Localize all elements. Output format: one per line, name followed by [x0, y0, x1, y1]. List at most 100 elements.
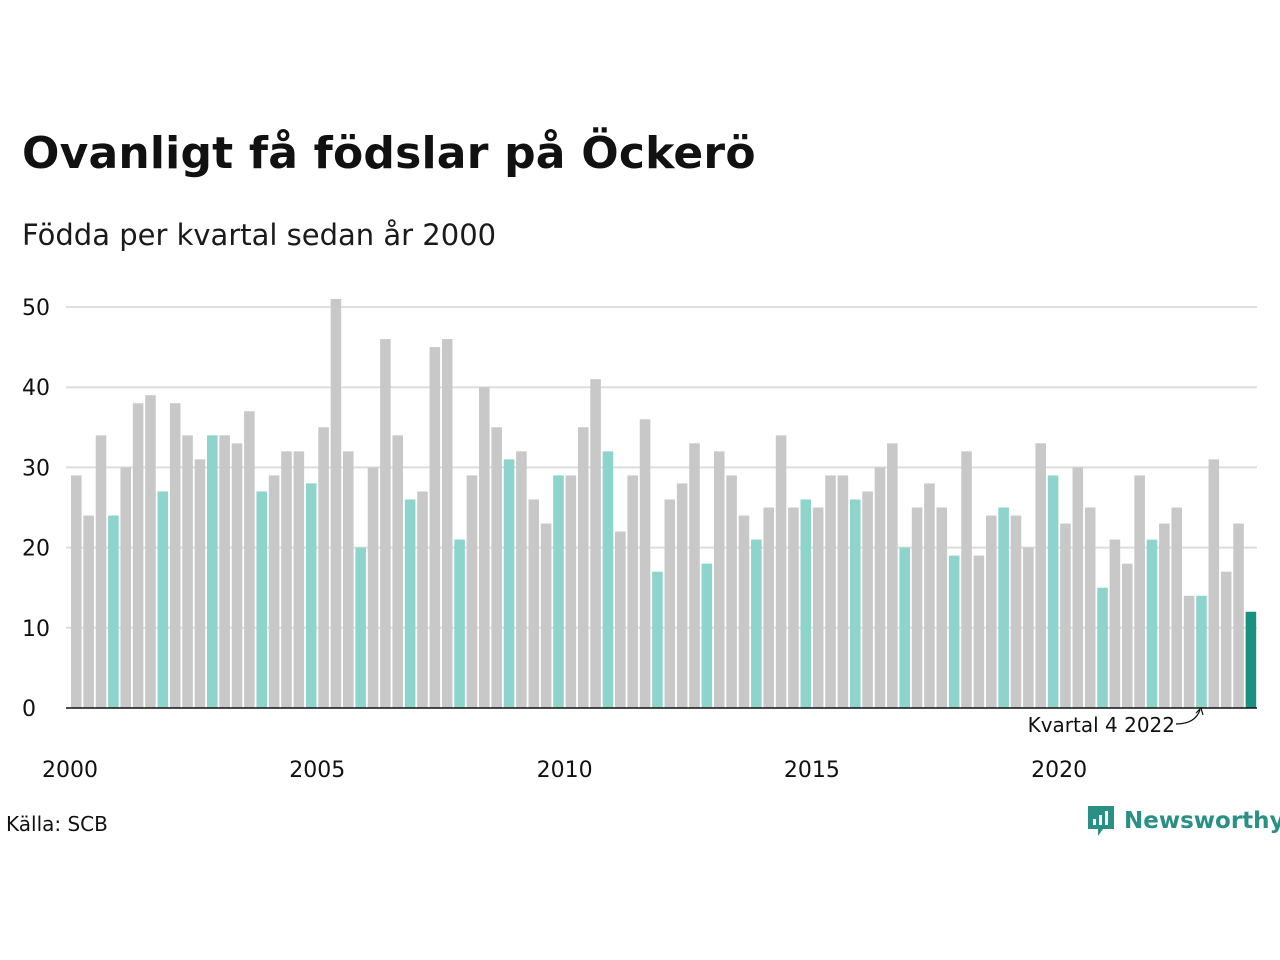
bar: [429, 347, 441, 708]
bar: [318, 427, 329, 708]
x-tick-label: 2020: [1031, 758, 1087, 783]
bar: [293, 451, 305, 708]
bar: [491, 427, 502, 708]
bar: [392, 435, 404, 708]
bar: [1072, 467, 1084, 708]
bar: [503, 459, 515, 708]
bar: [652, 571, 663, 708]
y-tick-label: 30: [22, 456, 50, 481]
bar: [355, 547, 366, 708]
bar: [182, 435, 193, 708]
bar: [1109, 539, 1121, 708]
bar: [1134, 475, 1145, 708]
bar: [602, 451, 614, 708]
bar: [751, 539, 762, 708]
bar: [1220, 571, 1232, 708]
y-tick-label: 0: [22, 697, 36, 722]
bar: [911, 507, 923, 708]
bar: [367, 467, 379, 708]
bar: [553, 475, 564, 708]
y-axis-labels: 0 10 20 30 40 50: [22, 296, 50, 722]
bar: [664, 499, 676, 708]
bar: [1035, 443, 1046, 708]
bar: [157, 491, 169, 708]
bar: [1010, 515, 1022, 708]
bar: [676, 483, 688, 708]
y-tick-label: 50: [22, 296, 50, 321]
bar: [169, 403, 181, 708]
bar: [132, 403, 144, 708]
brand-name: Newsworthy: [1124, 808, 1280, 834]
chart-subtitle: Födda per kvartal sedan år 2000: [22, 218, 497, 252]
bar: [305, 483, 317, 708]
bar: [231, 443, 243, 708]
annotation-label: Kvartal 4 2022: [1028, 713, 1175, 737]
bar: [924, 483, 935, 708]
bar: [145, 395, 156, 708]
bar: [936, 507, 948, 708]
bar: [343, 451, 354, 708]
bar: [1060, 523, 1071, 708]
y-tick-label: 20: [22, 537, 50, 562]
annotation-arrowhead: [1195, 706, 1204, 716]
bar: [874, 467, 886, 708]
bar: [961, 451, 972, 708]
bar: [565, 475, 577, 708]
bar: [639, 419, 651, 708]
bar: [713, 451, 725, 708]
bar: [887, 443, 898, 708]
bar: [985, 515, 997, 708]
brand-logo: Newsworthy: [1086, 804, 1280, 838]
source-note: Källa: SCB: [6, 812, 108, 836]
newsworthy-logo-icon: [1088, 806, 1114, 836]
bar: [1196, 595, 1207, 708]
x-tick-label: 2005: [289, 758, 345, 783]
bar: [862, 491, 873, 708]
bar: [1023, 547, 1034, 708]
bar: [528, 499, 540, 708]
bar: [95, 435, 107, 708]
annotation: Kvartal 4 2022: [1028, 706, 1204, 737]
bar: [1084, 507, 1096, 708]
bars: [71, 298, 1257, 708]
bar: [899, 547, 910, 708]
bar: [837, 475, 849, 708]
bar: [1121, 563, 1133, 708]
bar: [466, 475, 478, 708]
bar: [577, 427, 589, 708]
bar: [763, 507, 774, 708]
bar: [83, 515, 94, 708]
bar: [207, 435, 218, 708]
chart-title: Ovanligt få födslar på Öckerö: [22, 128, 756, 179]
bar: [615, 531, 626, 708]
annotation-arrow: [1175, 709, 1201, 725]
bar: [256, 491, 268, 708]
bar: [71, 475, 82, 708]
bar: [1208, 459, 1220, 708]
x-axis-labels: 2000 2005 2010 2015 2020: [42, 758, 1087, 783]
bar: [417, 491, 428, 708]
bar: [701, 563, 713, 708]
bar: [120, 467, 132, 708]
bar: [849, 499, 861, 708]
bar: [1159, 523, 1170, 708]
bar: [775, 435, 787, 708]
y-tick-label: 40: [22, 376, 50, 401]
bar: [788, 507, 799, 708]
bar: [540, 523, 552, 708]
x-tick-label: 2010: [537, 758, 593, 783]
bar: [800, 499, 812, 708]
bar: [689, 443, 700, 708]
bar: [281, 451, 292, 708]
bar: [812, 507, 824, 708]
bar: [627, 475, 638, 708]
y-tick-label: 10: [22, 617, 50, 642]
bar: [1233, 523, 1244, 708]
bar: [108, 515, 119, 708]
bar: [404, 499, 416, 708]
bar: [330, 298, 342, 708]
bar: [268, 475, 280, 708]
bar: [948, 555, 960, 708]
bar: [1183, 595, 1195, 708]
bar: [1097, 587, 1108, 708]
